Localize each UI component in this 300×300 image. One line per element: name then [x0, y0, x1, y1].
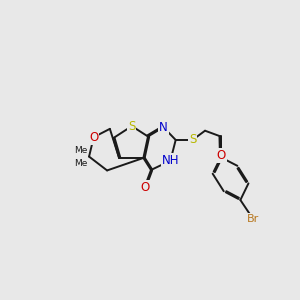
Text: O: O — [89, 131, 98, 144]
Text: O: O — [217, 149, 226, 162]
Text: Me: Me — [74, 158, 88, 167]
Text: Me: Me — [74, 146, 88, 154]
Text: NH: NH — [162, 154, 179, 167]
Text: Br: Br — [247, 214, 259, 224]
Text: N: N — [159, 121, 168, 134]
Text: S: S — [128, 120, 136, 133]
Text: O: O — [140, 181, 149, 194]
Text: S: S — [189, 134, 196, 146]
